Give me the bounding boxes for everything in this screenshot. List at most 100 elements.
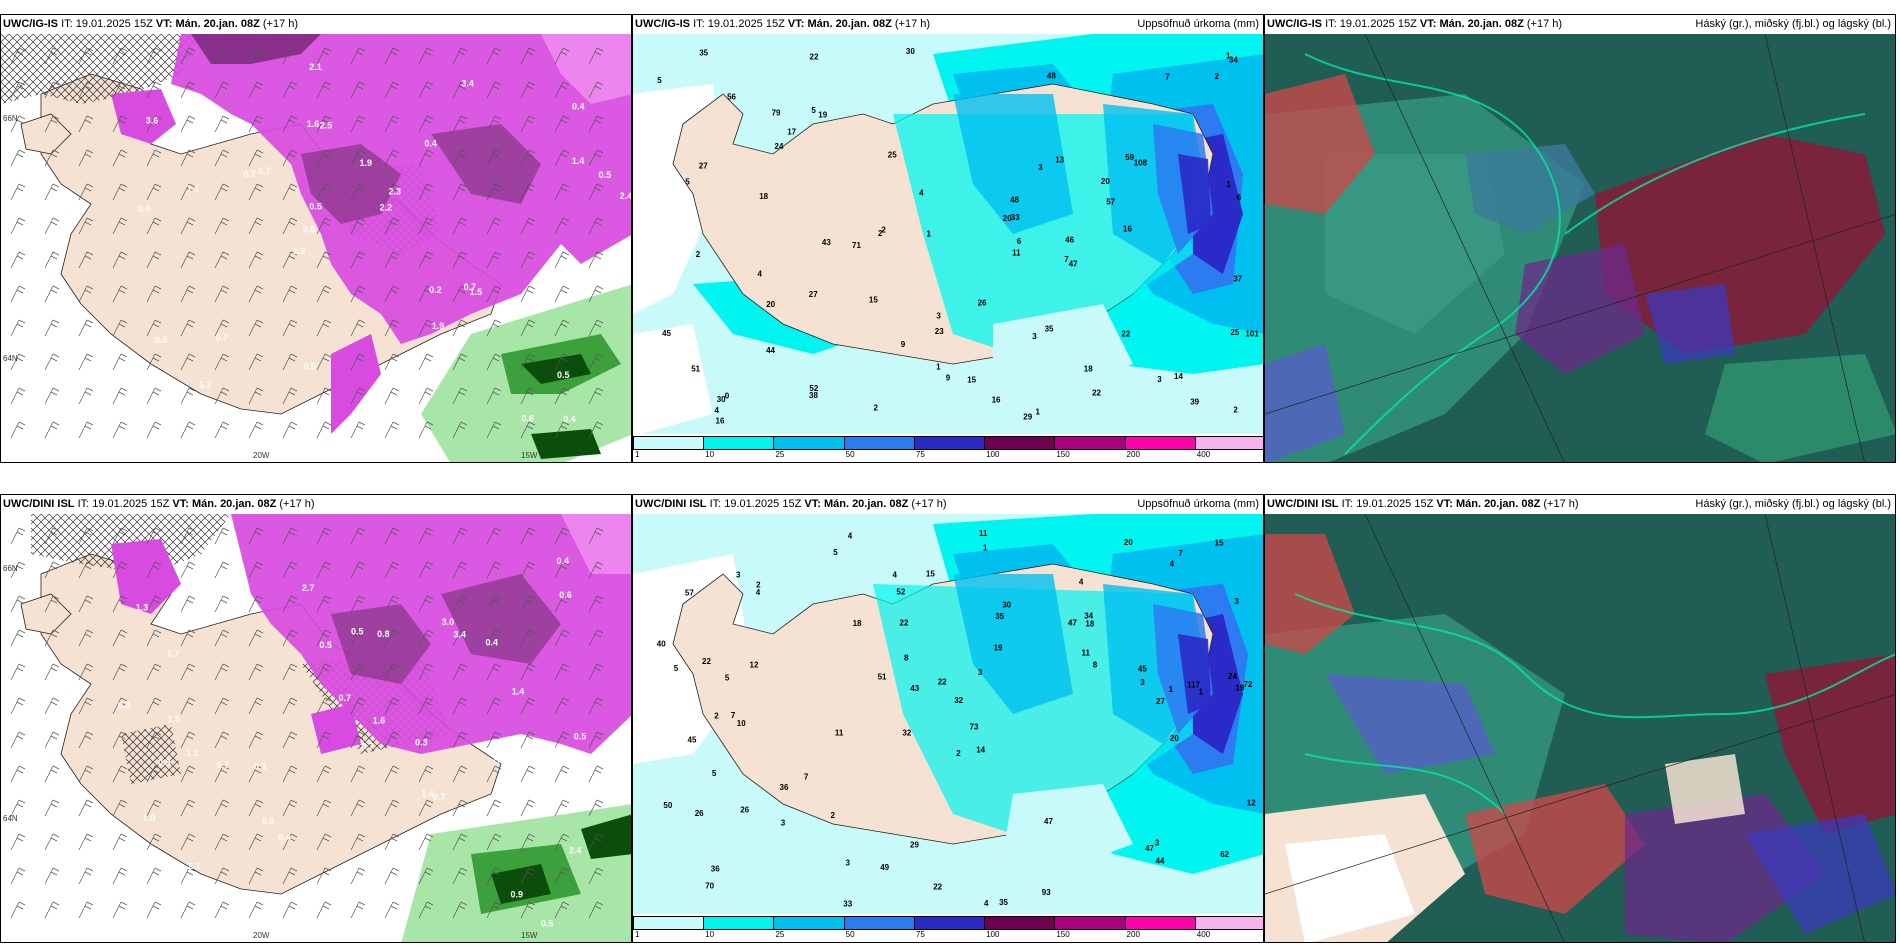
wind-barb <box>112 81 128 99</box>
wind-barb <box>112 799 128 817</box>
wind-barb <box>486 115 502 133</box>
value-label: 57 <box>685 589 694 598</box>
wind-barb <box>588 901 604 919</box>
wind-barb <box>44 595 60 613</box>
value-label: 47 <box>1068 618 1077 627</box>
wind-barb <box>418 285 434 303</box>
wind-barb <box>350 115 366 133</box>
wind-barb <box>78 901 94 919</box>
value-label: 1 <box>1199 687 1204 696</box>
value-label: 12 <box>1247 799 1256 808</box>
value-label: 57 <box>1106 197 1115 206</box>
wind-barb <box>452 731 468 749</box>
wind-barb <box>282 183 298 201</box>
value-label: 22 <box>938 678 947 687</box>
wind-barb <box>78 867 94 885</box>
value-label: 3 <box>1234 597 1239 606</box>
wind-barb <box>588 697 604 715</box>
wind-barb <box>78 319 94 337</box>
wind-barb <box>588 81 604 99</box>
it-value: 19.01.2025 15Z <box>1339 18 1417 30</box>
wind-barb <box>588 421 604 439</box>
colorbar-tick: 150 <box>1056 930 1070 939</box>
value-label: 3 <box>1038 163 1043 172</box>
value-label: 2 <box>696 250 701 259</box>
value-label: 1.6 <box>307 119 320 129</box>
value-label: 5 <box>685 177 690 186</box>
wind-barb <box>384 183 400 201</box>
wind-barb <box>452 115 468 133</box>
wind-barb <box>146 731 162 749</box>
value-label: 40 <box>657 639 666 648</box>
wind-barb <box>44 353 60 371</box>
wind-barb <box>452 595 468 613</box>
wind-barb <box>520 731 536 749</box>
value-label: 0.9 <box>511 889 524 899</box>
it-value: 19.01.2025 15Z <box>75 18 153 30</box>
wind-barb <box>282 629 298 647</box>
map-accum-precip: 4 4 19 32 14 7 57 47 45 35 32 70 5 11 4 35 29 20 8 36 5 2 72 11… <box>633 514 1263 942</box>
value-label: 1.4 <box>421 789 434 799</box>
wind-barb <box>10 901 26 919</box>
wind-barb <box>520 115 536 133</box>
value-label: 49 <box>880 863 889 872</box>
wind-barb <box>384 901 400 919</box>
wind-barb <box>214 765 230 783</box>
panel-header: UWC/IG-IS IT: 19.01.2025 15Z VT: Mán. 20… <box>1265 15 1895 34</box>
iceland-land <box>40 73 502 415</box>
wind-barb <box>282 833 298 851</box>
wind-barb <box>180 251 196 269</box>
wind-barb <box>520 285 536 303</box>
value-label: 0.6 <box>214 409 227 419</box>
wind-barb <box>180 799 196 817</box>
wind-barb <box>350 183 366 201</box>
wind-barb <box>452 799 468 817</box>
value-label: 4 <box>984 899 989 908</box>
colorbar-segment <box>773 436 845 450</box>
colorbar-tick: 50 <box>845 450 855 459</box>
wind-barb <box>282 527 298 545</box>
wind-barb <box>554 251 570 269</box>
wind-barb <box>554 115 570 133</box>
wind-barb <box>316 765 332 783</box>
value-label: 2.2 <box>380 202 393 212</box>
value-label: 9 <box>901 340 906 349</box>
wind-barb <box>520 697 536 715</box>
wind-barb <box>112 149 128 167</box>
wind-barb <box>10 115 26 133</box>
wind-barb <box>588 251 604 269</box>
wind-barb <box>180 731 196 749</box>
value-label: 1 <box>1226 180 1231 189</box>
wind-barb <box>452 183 468 201</box>
value-label: 1.1 <box>186 748 199 758</box>
wind-barb <box>452 421 468 439</box>
wind-barb <box>316 251 332 269</box>
value-label: 26 <box>695 809 704 818</box>
wind-barb <box>78 353 94 371</box>
value-label: 7 <box>1178 549 1183 558</box>
wind-barb <box>384 595 400 613</box>
wind-barb <box>10 183 26 201</box>
wind-barbs <box>10 47 604 439</box>
value-label: 0.5 <box>599 170 612 180</box>
wind-barb <box>214 595 230 613</box>
wind-barb <box>316 629 332 647</box>
wind-barb <box>146 697 162 715</box>
value-label: 13 <box>1055 156 1064 165</box>
wind-barb <box>146 47 162 65</box>
value-label: 20 <box>1124 538 1133 547</box>
wind-barb <box>384 81 400 99</box>
wind-barb <box>452 629 468 647</box>
wind-barb <box>418 47 434 65</box>
value-label: 18 <box>1084 364 1093 373</box>
value-label: 0.6 <box>559 590 572 600</box>
wind-barb <box>554 149 570 167</box>
value-label: 0.2 <box>429 285 442 295</box>
wind-barb <box>418 833 434 851</box>
wind-barb <box>486 183 502 201</box>
value-label: 15 <box>926 570 935 579</box>
value-label: 10 <box>737 719 746 728</box>
it-value: 19.01.2025 15Z <box>707 18 785 30</box>
wind-barb <box>78 833 94 851</box>
wind-barb <box>282 81 298 99</box>
